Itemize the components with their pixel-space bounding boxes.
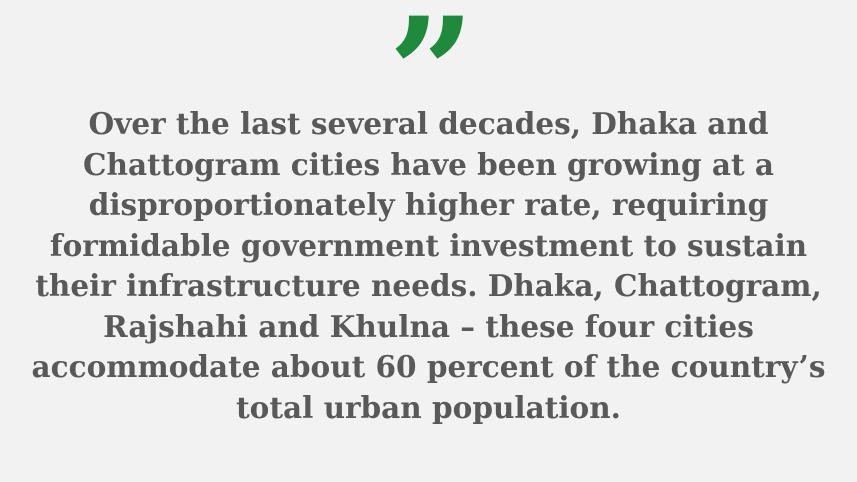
quote-line: disproportionately higher rate, requirin…: [88, 187, 769, 222]
quote-line: Chattogram cities have been growing at a: [83, 146, 774, 182]
quotation-mark-glyph: ”: [388, 4, 469, 100]
quotation-mark-icon: ”: [388, 4, 468, 100]
quote-line: their infrastructure needs. Dhaka, Chatt…: [35, 268, 822, 303]
quote-line: total urban population.: [236, 389, 621, 425]
quote-line: Over the last several decades, Dhaka and: [88, 106, 769, 141]
quote-text: Over the last several decades, Dhaka and…: [14, 104, 844, 428]
quote-line: formidable government investment to sust…: [49, 227, 808, 263]
quote-line: Rajshahi and Khulna – these four cities: [103, 308, 754, 344]
quote-line: accommodate about 60 percent of the coun…: [31, 349, 826, 384]
